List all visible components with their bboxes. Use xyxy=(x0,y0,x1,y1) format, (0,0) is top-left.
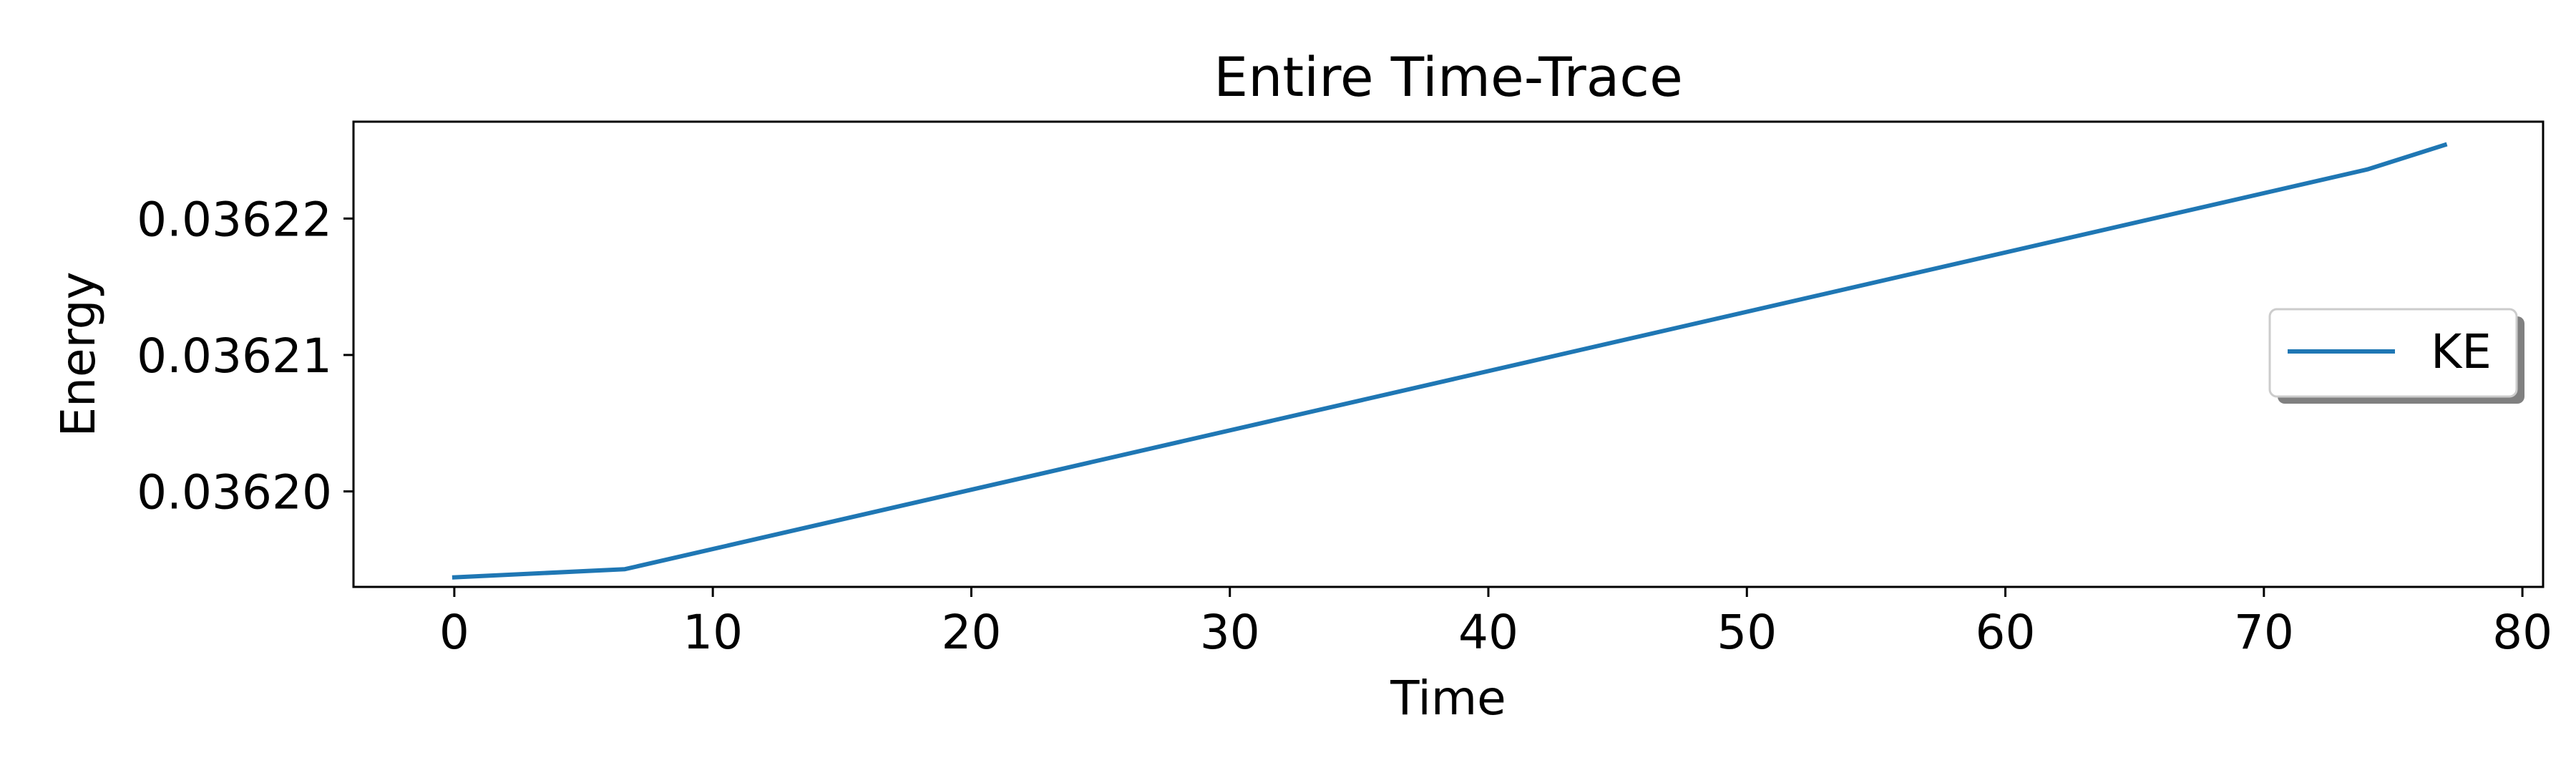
series-group xyxy=(452,142,2448,580)
y-axis-label: Energy xyxy=(51,271,106,437)
plot-frame xyxy=(352,120,2545,588)
x-tick-label: 20 xyxy=(941,605,1001,660)
chart-title: Entire Time-Trace xyxy=(1214,45,1683,109)
y-tick-label: 0.03621 xyxy=(137,329,332,384)
y-tick-label: 0.03620 xyxy=(137,465,332,520)
x-tick-label: 40 xyxy=(1458,605,1518,660)
x-axis-label: Time xyxy=(1390,671,1506,726)
y-tick-label: 0.03622 xyxy=(137,192,332,247)
series-line-ke xyxy=(452,142,2448,580)
x-tick-label: 80 xyxy=(2492,605,2552,660)
legend-label: KE xyxy=(2431,324,2492,379)
x-tick-label: 70 xyxy=(2234,605,2294,660)
x-tick-label: 10 xyxy=(683,605,743,660)
legend: KE xyxy=(2268,308,2524,404)
x-tick-label: 30 xyxy=(1200,605,1260,660)
x-tick-label: 0 xyxy=(439,605,469,660)
x-tick-label: 60 xyxy=(1976,605,2036,660)
tick-group: 0 10 20 30 40 50 60 70 80 0.03620 0.03621 0.03622 xyxy=(137,192,2552,660)
x-tick-label: 50 xyxy=(1717,605,1777,660)
